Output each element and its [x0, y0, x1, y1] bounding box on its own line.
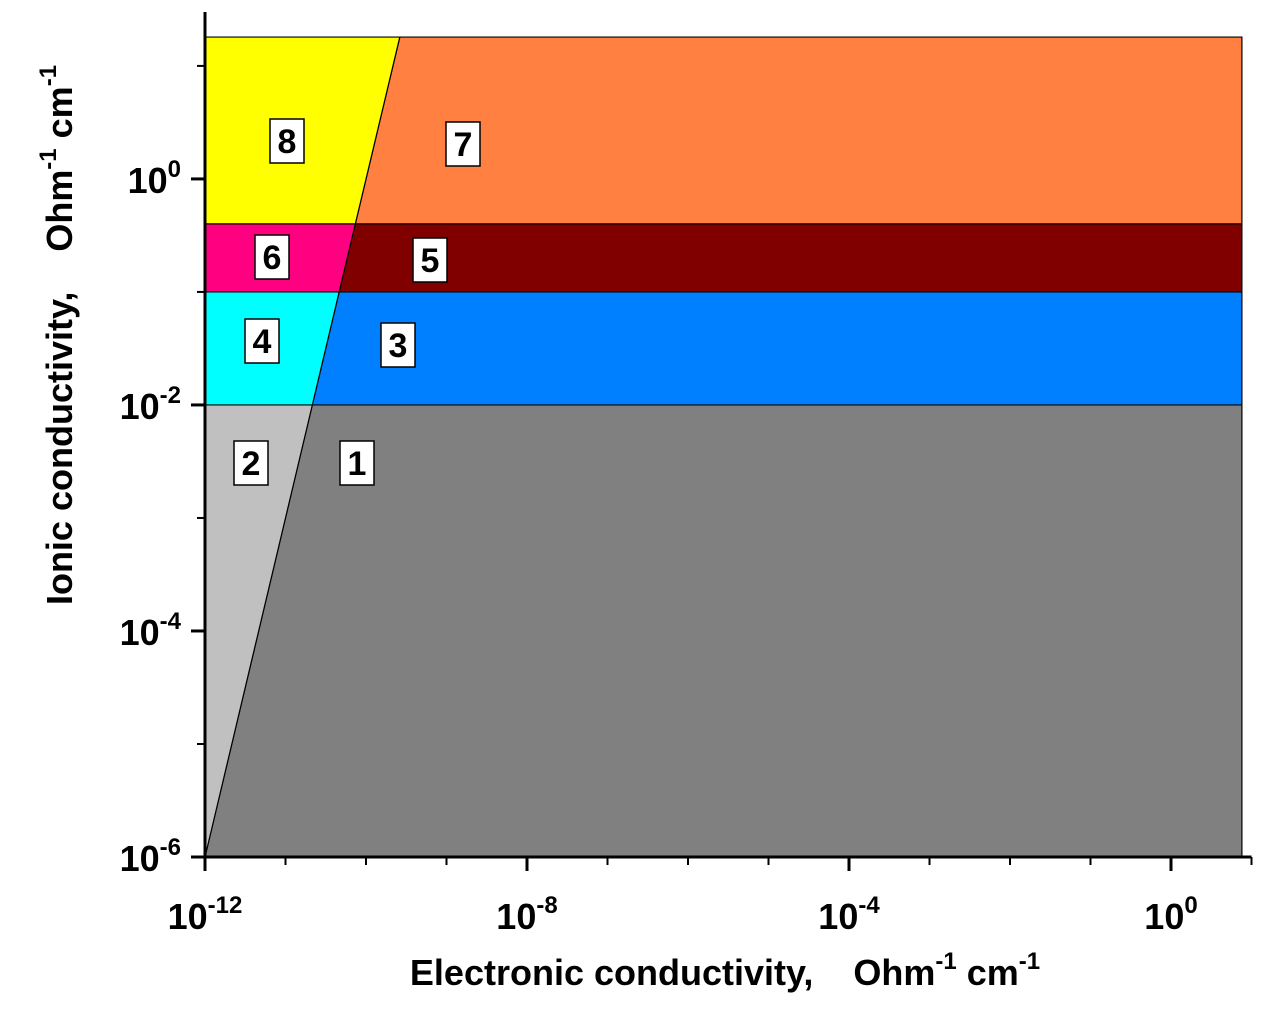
region-label: 3 — [389, 327, 408, 365]
x-tick-label-base: 10 — [168, 896, 208, 937]
y-tick-label: 100 — [128, 156, 181, 201]
y-tick-label-base: 10 — [120, 612, 160, 653]
region-label: 4 — [253, 323, 272, 361]
y-tick-label: 10-2 — [120, 382, 181, 427]
region — [354, 36, 1243, 225]
y-axis-title-exp: -1 — [35, 148, 62, 169]
region-label-box — [445, 121, 481, 167]
x-tick-label-exp: -12 — [208, 892, 243, 919]
x-tick-label: 10-4 — [818, 892, 880, 937]
region-label-box — [244, 318, 280, 364]
y-tick-label-base: 10 — [120, 386, 160, 427]
y-tick-label-exp: -6 — [160, 834, 181, 861]
y-tick-label: 10-4 — [120, 608, 182, 653]
y-tick-label: 10-6 — [120, 834, 181, 879]
region — [338, 223, 1243, 293]
y-tick-label-exp: 0 — [168, 156, 181, 183]
y-tick-label-exp: -4 — [160, 608, 182, 635]
x-tick-label-exp: -4 — [858, 892, 880, 919]
x-tick-label-base: 10 — [496, 896, 536, 937]
regions: 1 2 3 4 5 6 7 8 — [204, 36, 1243, 858]
region-label-box — [254, 234, 290, 280]
y-tick-label-base: 10 — [120, 838, 160, 879]
x-tick-label-exp: -8 — [536, 892, 557, 919]
region-label: 5 — [421, 242, 440, 280]
region-label: 1 — [348, 445, 367, 483]
y-axis-title: Ionic conductivity, Ohm-1 cm-1 — [35, 65, 80, 605]
region-label-box — [339, 440, 375, 486]
region-label: 2 — [242, 445, 261, 483]
axes: 10-12 10-8 10-4 10010-610-410-2100Electroni… — [35, 12, 1253, 993]
region — [311, 291, 1243, 406]
x-axis-title-exp: -1 — [1019, 948, 1040, 975]
y-tick-label-base: 10 — [128, 160, 168, 201]
y-axis-title-exp: -1 — [35, 65, 62, 86]
x-tick-label: 100 — [1144, 892, 1197, 937]
region-label: 8 — [278, 123, 297, 161]
x-axis-title: Electronic conductivity, Ohm-1 cm-1 — [410, 948, 1040, 993]
x-axis-title-exp: -1 — [935, 948, 956, 975]
region-label: 6 — [263, 239, 282, 277]
region-label: 7 — [454, 126, 473, 164]
x-axis-title-part: Electronic conductivity, Ohm — [410, 952, 935, 993]
x-tick-label: 10-8 — [496, 892, 557, 937]
y-axis-title-part: cm — [39, 86, 80, 148]
x-tick-label: 10-12 — [168, 892, 243, 937]
region-label-box — [380, 322, 416, 368]
region-label-box — [269, 118, 305, 164]
x-tick-label-base: 10 — [818, 896, 858, 937]
region-label-box — [233, 440, 269, 486]
x-axis-title-part: cm — [957, 952, 1019, 993]
y-axis-title-part: Ionic conductivity, Ohm — [39, 170, 80, 605]
x-tick-label-exp: 0 — [1184, 892, 1197, 919]
x-tick-label-base: 10 — [1144, 896, 1184, 937]
region-label-box — [412, 237, 448, 283]
y-tick-label-exp: -2 — [160, 382, 181, 409]
